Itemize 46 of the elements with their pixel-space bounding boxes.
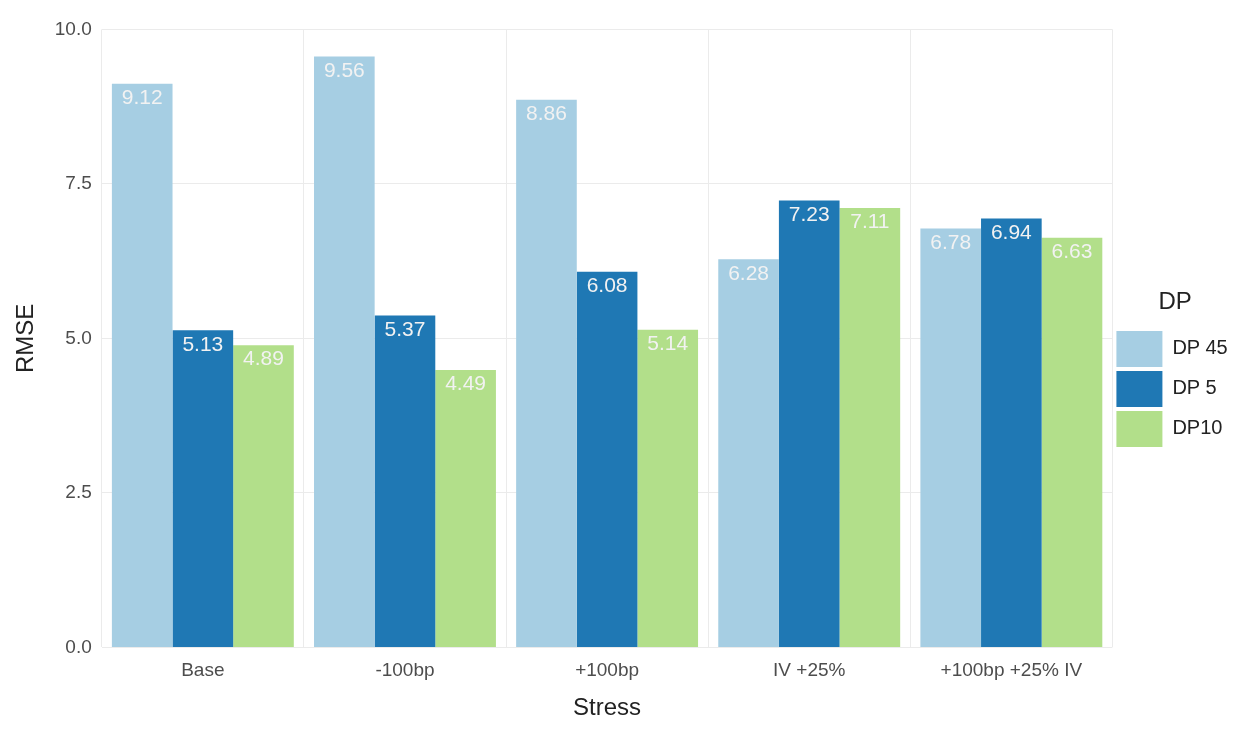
legend-title: DP [1158, 286, 1192, 314]
x-tick-label: +100bp +25% IV [940, 659, 1083, 681]
data-label: 7.11 [850, 209, 890, 233]
bar [435, 369, 496, 647]
bar [839, 208, 901, 647]
bar [172, 330, 234, 647]
data-label: 6.94 [990, 219, 1033, 243]
data-label: 5.14 [647, 331, 689, 355]
y-tick-label: 0.0 [65, 635, 92, 657]
bar [637, 329, 699, 647]
bar [920, 228, 982, 647]
x-axis-title: Stress [573, 693, 642, 721]
data-label: 7.23 [788, 201, 830, 225]
x-tick-label: Base [181, 659, 225, 681]
data-label: 4.89 [243, 346, 284, 370]
bar [111, 83, 173, 647]
bar [778, 200, 840, 647]
data-label: 6.08 [586, 272, 628, 296]
x-tick-label: IV +25% [773, 659, 846, 681]
y-axis-title: RMSE [11, 303, 39, 374]
bar [516, 99, 577, 647]
data-label: 6.63 [1051, 238, 1093, 262]
x-tick-label: -100bp [375, 659, 435, 681]
legend-label: DP 5 [1172, 376, 1217, 399]
data-label: 6.78 [930, 229, 972, 253]
data-label: 6.28 [728, 260, 770, 284]
data-label: 9.56 [323, 57, 365, 81]
y-tick-label: 10.0 [54, 17, 92, 39]
bar [314, 56, 375, 647]
bar [576, 271, 638, 647]
x-tick-label: +100bp [575, 659, 640, 681]
bar [374, 315, 436, 647]
bar [718, 259, 779, 647]
data-label: 8.86 [526, 101, 567, 125]
y-tick-label: 2.5 [65, 481, 92, 503]
legend-label: DP 45 [1172, 336, 1228, 359]
data-label: 5.13 [182, 331, 224, 355]
bar [981, 218, 1042, 647]
data-label: 9.12 [121, 85, 163, 109]
y-tick-label: 7.5 [65, 172, 92, 194]
data-label: 5.37 [384, 316, 426, 340]
bar [233, 345, 294, 647]
bar [1041, 237, 1103, 647]
legend-label: DP10 [1172, 416, 1223, 439]
data-label: 4.49 [445, 371, 487, 395]
y-tick-label: 5.0 [65, 326, 92, 348]
